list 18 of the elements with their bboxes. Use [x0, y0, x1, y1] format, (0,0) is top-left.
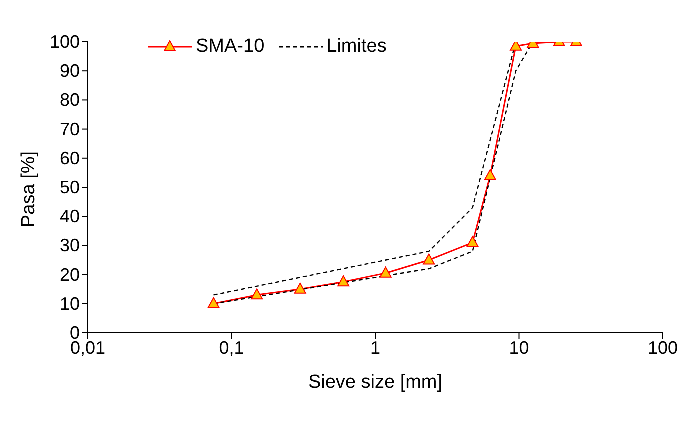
- x-tick-label: 10: [509, 338, 530, 358]
- y-axis-title: Pasa [%]: [18, 151, 40, 228]
- x-axis-title: Sieve size [mm]: [308, 372, 443, 393]
- x-tick-label: 100: [648, 338, 678, 358]
- y-tick-label: 50: [60, 178, 80, 198]
- x-tick-label: 1: [370, 338, 381, 358]
- legend-label: SMA-10: [196, 36, 265, 58]
- y-tick-label: 90: [60, 61, 80, 82]
- y-tick-label: 60: [60, 148, 80, 168]
- y-tick-label: 40: [60, 206, 80, 227]
- legend-label: Limites: [326, 36, 387, 58]
- x-tick-label: 0,1: [219, 338, 244, 358]
- y-tick-label: 100: [50, 32, 80, 52]
- y-tick-label: 10: [60, 294, 80, 314]
- y-tick-label: 20: [60, 264, 80, 285]
- y-tick-label: 30: [60, 236, 80, 256]
- y-tick-label: 80: [60, 90, 80, 110]
- y-tick-label: 70: [60, 119, 80, 140]
